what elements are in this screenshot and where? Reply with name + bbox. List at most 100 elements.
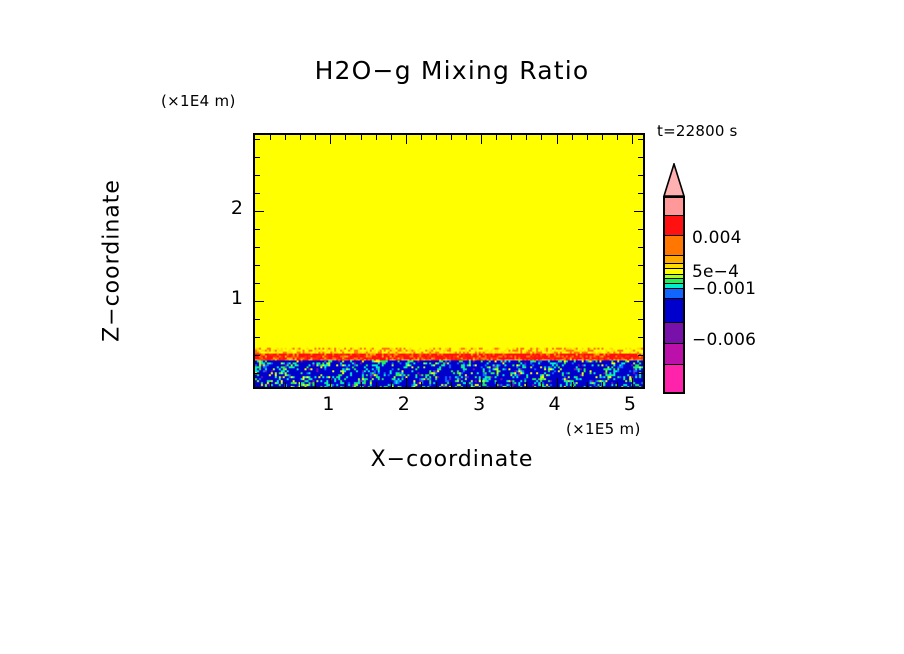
y-major-tick	[255, 301, 264, 303]
x-minor-tick	[601, 382, 603, 387]
x-minor-tick	[586, 382, 588, 387]
x-tick-label: 2	[397, 393, 410, 415]
x-minor-tick-top	[571, 135, 573, 140]
x-major-tick-top	[330, 135, 332, 144]
y-minor-tick	[255, 373, 260, 375]
y-minor-tick-right	[638, 373, 643, 375]
y-major-tick-right	[634, 301, 643, 303]
x-major-tick-top	[405, 135, 407, 144]
x-minor-tick-top	[420, 135, 422, 140]
y-minor-tick	[255, 175, 260, 177]
x-minor-tick-top	[435, 135, 437, 140]
x-minor-tick	[360, 382, 362, 387]
y-minor-tick-right	[638, 355, 643, 357]
x-minor-tick-top	[541, 135, 543, 140]
x-major-tick	[481, 378, 483, 387]
colorbar-tick-label: −0.001	[692, 279, 757, 299]
y-minor-tick-right	[638, 175, 643, 177]
x-minor-tick-top	[270, 135, 272, 140]
x-minor-tick	[300, 382, 302, 387]
colorbar-band	[665, 343, 683, 365]
colorbar-band	[665, 255, 683, 265]
y-minor-tick	[255, 319, 260, 321]
x-major-tick	[631, 378, 633, 387]
y-axis-unit-label: (×1E4 m)	[161, 92, 236, 110]
x-minor-tick-top	[526, 135, 528, 140]
x-minor-tick-top	[496, 135, 498, 140]
x-minor-tick	[390, 382, 392, 387]
plot-area	[253, 133, 645, 389]
x-minor-tick	[526, 382, 528, 387]
x-tick-label: 4	[548, 393, 561, 415]
colorbar-tick-label: −0.006	[692, 330, 757, 350]
y-minor-tick	[255, 139, 260, 141]
x-major-tick-top	[481, 135, 483, 144]
x-minor-tick-top	[300, 135, 302, 140]
x-minor-tick-top	[466, 135, 468, 140]
x-minor-tick	[285, 382, 287, 387]
x-minor-tick	[375, 382, 377, 387]
x-minor-tick	[511, 382, 513, 387]
colorbar-band	[665, 298, 683, 323]
colorbar-band	[665, 264, 683, 270]
colorbar-tick-label: 0.004	[692, 228, 742, 248]
x-minor-tick	[420, 382, 422, 387]
y-minor-tick-right	[638, 319, 643, 321]
x-minor-tick-top	[285, 135, 287, 140]
y-major-tick	[255, 211, 264, 213]
colorbar-bands	[663, 196, 685, 394]
y-minor-tick	[255, 355, 260, 357]
y-minor-tick	[255, 193, 260, 195]
y-minor-tick-right	[638, 157, 643, 159]
x-minor-tick-top	[315, 135, 317, 140]
colorbar-band	[665, 278, 683, 284]
y-minor-tick	[255, 157, 260, 159]
colorbar-band	[665, 198, 683, 216]
y-minor-tick-right	[638, 247, 643, 249]
x-minor-tick-top	[375, 135, 377, 140]
x-tick-label: 5	[623, 393, 636, 415]
y-minor-tick-right	[638, 139, 643, 141]
x-minor-tick	[451, 382, 452, 387]
x-minor-tick-top	[601, 135, 603, 140]
y-tick-label: 1	[230, 287, 243, 310]
y-minor-tick-right	[638, 283, 643, 285]
colorbar-tick-label: 5e−4	[692, 262, 740, 282]
colorbar-band	[665, 215, 683, 236]
x-minor-tick-top	[451, 135, 452, 140]
y-minor-tick-right	[638, 337, 643, 339]
colorbar-band	[665, 269, 683, 275]
colorbar-band	[665, 235, 683, 256]
colorbar-arrow-icon	[662, 163, 686, 197]
y-tick-label: 2	[230, 197, 243, 220]
page-title: H2O−g Mixing Ratio	[314, 56, 590, 85]
x-major-tick	[330, 378, 332, 387]
colorbar	[662, 163, 686, 394]
x-minor-tick	[315, 382, 317, 387]
x-minor-tick-top	[586, 135, 588, 140]
x-minor-tick	[496, 382, 498, 387]
y-minor-tick-right	[638, 193, 643, 195]
y-minor-tick	[255, 283, 260, 285]
x-minor-tick	[435, 382, 437, 387]
y-axis-title: Z−coordinate	[99, 179, 125, 342]
colorbar-band	[665, 283, 683, 290]
y-minor-tick-right	[638, 265, 643, 267]
x-minor-tick	[541, 382, 543, 387]
x-minor-tick-top	[390, 135, 392, 140]
x-minor-tick-top	[511, 135, 513, 140]
x-minor-tick	[466, 382, 468, 387]
colorbar-band	[665, 322, 683, 344]
x-major-tick-top	[556, 135, 558, 144]
x-major-tick	[556, 378, 558, 387]
x-minor-tick-top	[360, 135, 362, 140]
x-tick-label: 3	[473, 393, 486, 415]
y-minor-tick-right	[638, 229, 643, 231]
x-minor-tick	[571, 382, 573, 387]
x-axis-unit-label: (×1E5 m)	[566, 420, 641, 438]
colorbar-band	[665, 364, 683, 392]
x-major-tick	[405, 378, 407, 387]
y-minor-tick	[255, 337, 260, 339]
x-minor-tick-top	[616, 135, 618, 140]
heatmap-field	[255, 135, 643, 387]
